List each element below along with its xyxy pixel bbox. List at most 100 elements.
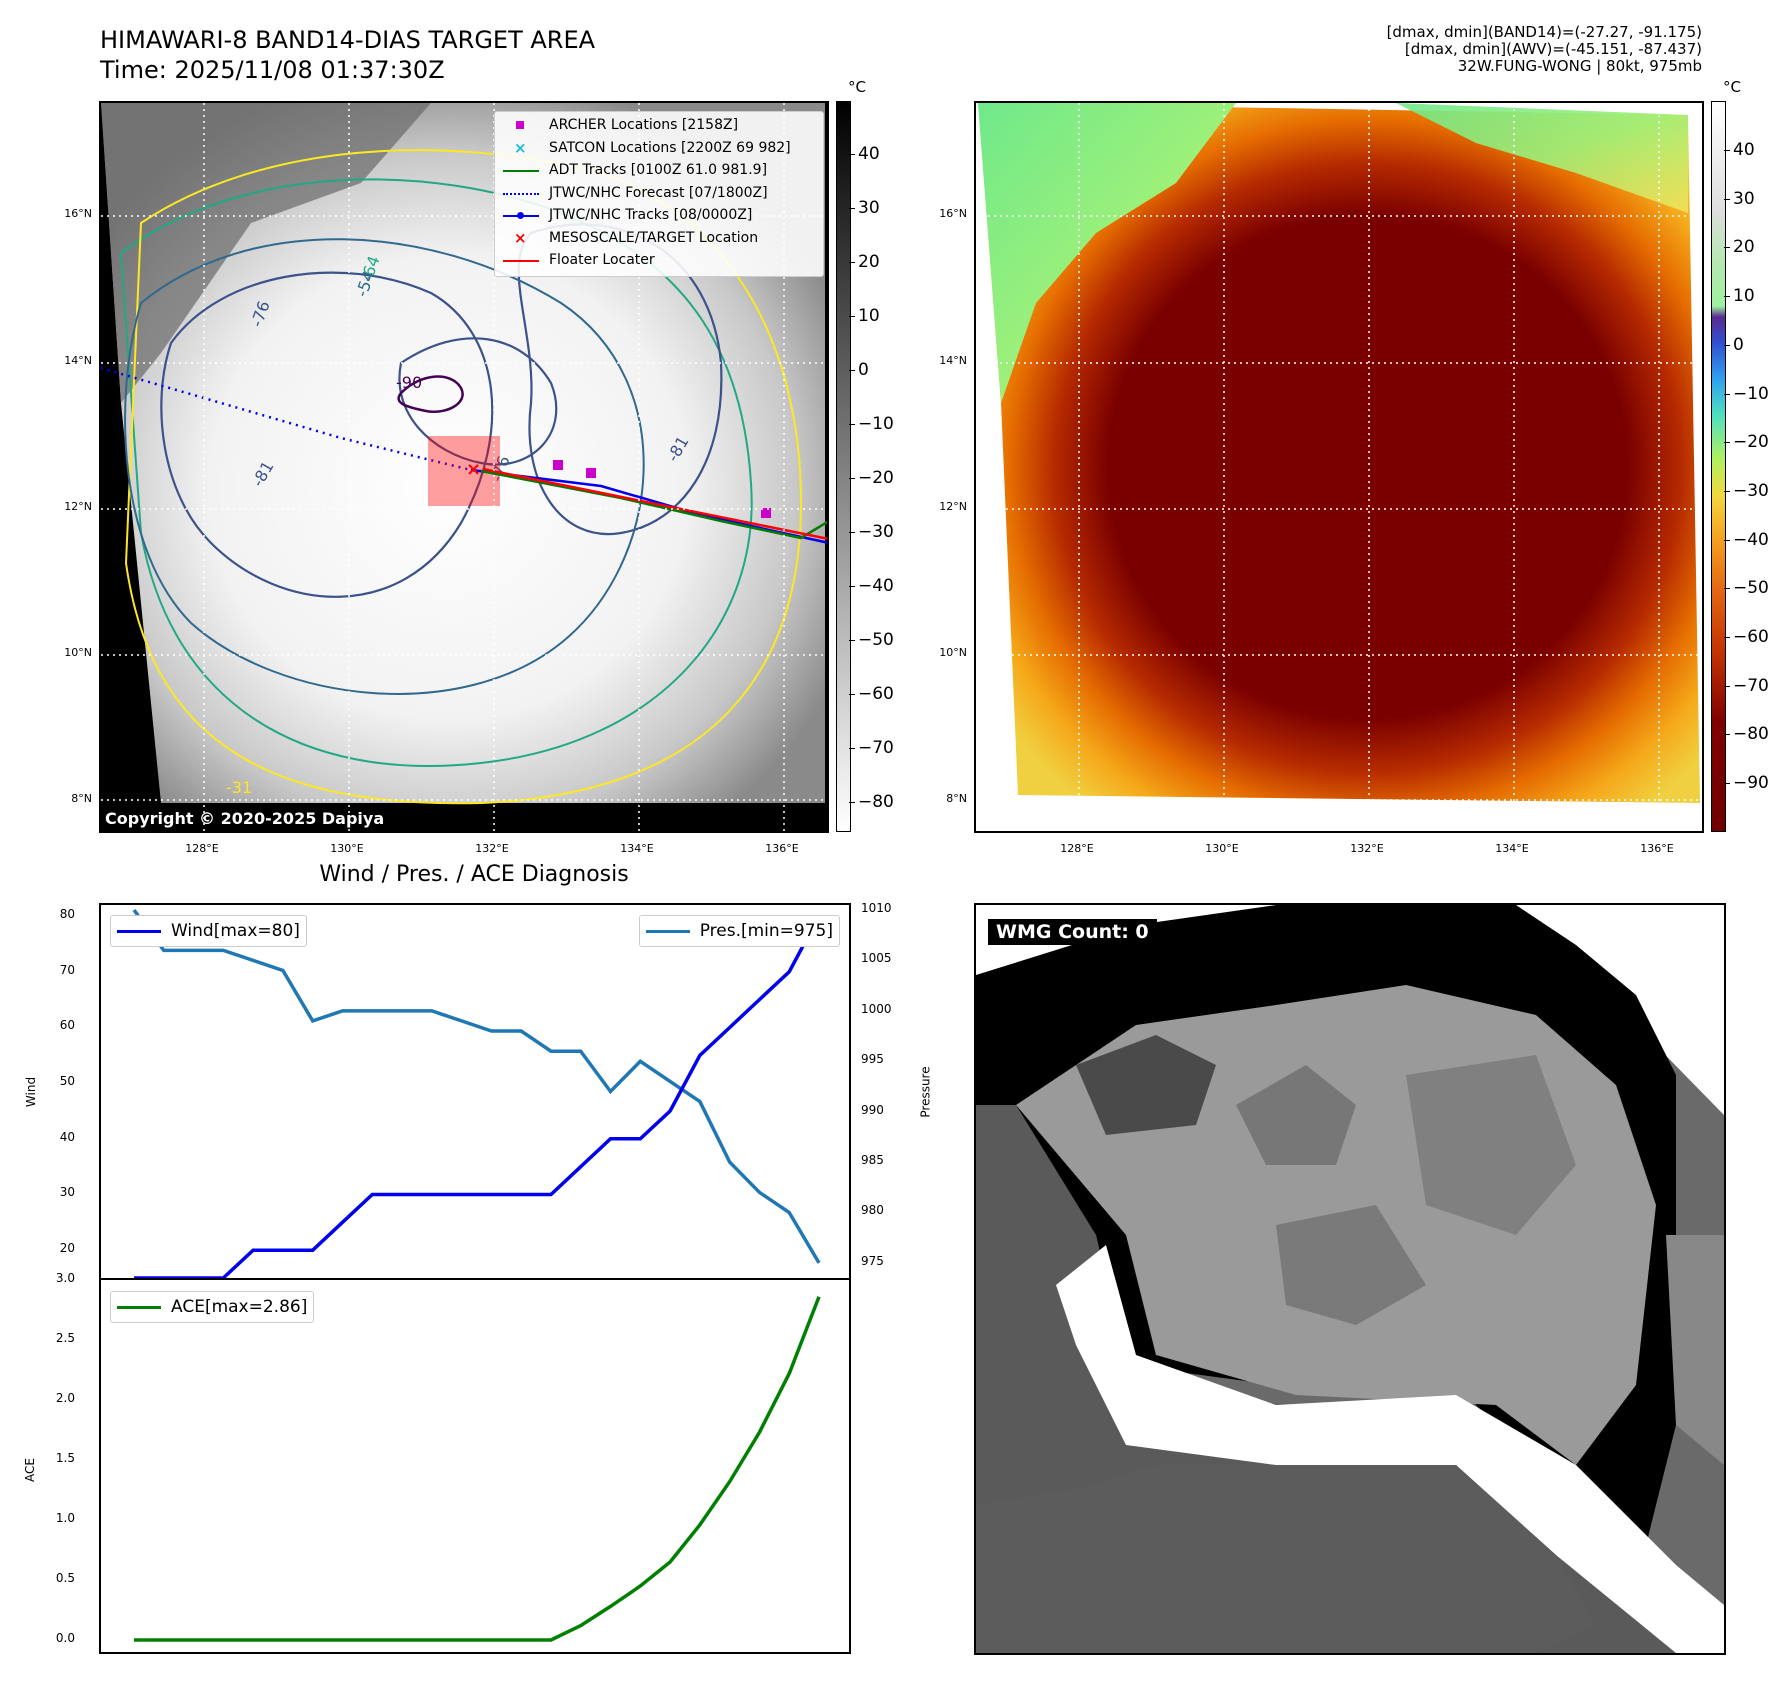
colorbar-tick-label: −60: [1724, 627, 1769, 647]
legend-label: ADT Tracks [0100Z 61.0 981.9]: [549, 162, 768, 178]
dotted-line-icon: [499, 182, 543, 204]
wind-pressure-panel: Wind[max=80] Pres.[min=975]: [99, 903, 851, 1280]
wind-legend: Wind[max=80]: [110, 915, 307, 947]
wind-tick-label: 30: [59, 1185, 75, 1200]
legend-label: SATCON Locations [2200Z 69 982]: [549, 139, 791, 156]
wind-pressure-plot: [132, 908, 821, 1278]
pressure-tick-label: 980: [861, 1203, 884, 1218]
line-icon: [117, 929, 161, 933]
legend-label: JTWC/NHC Tracks [08/0000Z]: [549, 207, 753, 223]
ace-tick-label: 1.0: [55, 1511, 75, 1525]
ace-tick-label: 2.0: [55, 1391, 75, 1405]
ace-tick-label: 3.0: [55, 1271, 75, 1285]
lon-label: 128°E: [185, 842, 219, 855]
lat-label: 10°N: [939, 646, 967, 659]
svg-text:×: ×: [466, 459, 481, 480]
legend-label: Floater Locater: [549, 252, 655, 268]
wmg-imagery: [976, 905, 1724, 1653]
wmg-pixel-map: WMG Count: 0: [974, 903, 1726, 1655]
wind-series-line: [134, 915, 821, 1278]
x-marker-icon: ×: [514, 228, 527, 247]
lat-label: 16°N: [64, 207, 92, 220]
info-line-awv: [dmax, dmin](AWV)=(-45.151, -87.437): [1404, 40, 1702, 58]
info-line-storm: 32W.FUNG-WONG | 80kt, 975mb: [1457, 57, 1702, 75]
legend-item-adt: ADT Tracks [0100Z 61.0 981.9]: [499, 159, 815, 182]
lat-label: 10°N: [64, 646, 92, 659]
lon-label: 134°E: [620, 842, 654, 855]
lon-label: 130°E: [330, 842, 364, 855]
ir-grayscale-map: -90 -76 -81 -81 -64 -31 -54 -76 × ARCHER: [99, 101, 829, 833]
ace-tick-label: 0.5: [55, 1571, 75, 1585]
line-icon: [117, 1305, 161, 1309]
colorbar-tick-label: −10: [849, 414, 894, 434]
legend-item-archer: ARCHER Locations [2158Z]: [499, 114, 815, 137]
ace-series-line: [134, 1296, 821, 1642]
square-marker-icon: [499, 114, 543, 136]
lat-label: 14°N: [64, 354, 92, 367]
wind-axis-label: Wind: [24, 1076, 39, 1108]
legend-item-jtwc-forecast: JTWC/NHC Forecast [07/1800Z]: [499, 182, 815, 205]
wind-tick-label: 20: [59, 1241, 75, 1256]
colorbar-tick-label: −90: [1724, 773, 1769, 794]
colorbar-tick-label: 20: [849, 252, 880, 272]
lon-label: 136°E: [765, 842, 799, 855]
lat-label: 12°N: [939, 500, 967, 513]
colorbar-tick-label: −30: [1724, 480, 1769, 501]
wind-tick-label: 40: [59, 1129, 75, 1144]
line-icon: [499, 159, 543, 181]
line-icon: [645, 929, 690, 933]
pressure-series-line: [132, 908, 821, 1264]
colorbar-tick-label: −60: [849, 684, 894, 704]
lat-label: 12°N: [64, 500, 92, 513]
colorbar-tick-label: −80: [849, 792, 894, 812]
legend-item-satcon: × SATCON Locations [2200Z 69 982]: [499, 137, 815, 160]
pressure-tick-label: 995: [861, 1052, 884, 1067]
colorbar-tick-label: −50: [849, 630, 894, 650]
colorbar-tick-label: −30: [849, 522, 894, 542]
colorbar-tick-label: −20: [849, 468, 894, 488]
colorbar-tick-label: 30: [1724, 188, 1755, 209]
pressure-tick-label: 1005: [861, 951, 892, 966]
line-icon: [499, 249, 543, 271]
colorbar-tick-label: 40: [849, 144, 880, 164]
lon-label: 128°E: [1060, 842, 1094, 855]
colorbar-unit: °C: [1723, 78, 1741, 96]
pressure-tick-label: 990: [861, 1102, 884, 1117]
colorbar-unit: °C: [848, 78, 866, 96]
x-marker-icon: ×: [514, 138, 527, 157]
legend-label: JTWC/NHC Forecast [07/1800Z]: [549, 184, 768, 201]
pressure-tick-label: 975: [861, 1253, 884, 1268]
line-dot-icon: [499, 204, 543, 226]
legend-label: MESOSCALE/TARGET Location: [549, 229, 759, 246]
colorbar-tick-label: 10: [849, 306, 880, 326]
colorbar-tick-label: −70: [849, 738, 894, 758]
contour-label: -90: [396, 373, 422, 392]
pressure-axis-label: Pressure: [918, 1066, 933, 1118]
pressure-legend: Pres.[min=975]: [638, 915, 840, 947]
ace-legend-label: ACE[max=2.86]: [171, 1297, 308, 1317]
colorbar-tick-label: 30: [849, 198, 880, 218]
colorbar-tick-label: 20: [1724, 237, 1755, 258]
colorbar-tick-label: −10: [1724, 383, 1769, 404]
legend-item-mesoscale: × MESOSCALE/TARGET Location: [499, 227, 815, 250]
colorbar-tick-label: −20: [1724, 432, 1769, 453]
wind-tick-label: 60: [59, 1018, 75, 1033]
wind-tick-label: 80: [59, 907, 75, 922]
lat-label: 8°N: [946, 792, 967, 805]
lon-label: 136°E: [1640, 842, 1674, 855]
lat-label: 14°N: [939, 354, 967, 367]
ir-color-map: [974, 101, 1704, 833]
ace-tick-label: 2.5: [55, 1331, 75, 1345]
colorbar-tick-label: −70: [1724, 675, 1769, 696]
ace-legend: ACE[max=2.86]: [110, 1291, 315, 1323]
map-legend: ARCHER Locations [2158Z] × SATCON Locati…: [494, 111, 824, 277]
copyright-text: Copyright © 2020-2025 Dapiya: [105, 809, 385, 828]
diagnosis-title: Wind / Pres. / ACE Diagnosis: [319, 862, 629, 887]
legend-label: ARCHER Locations [2158Z]: [549, 117, 739, 133]
ir-imagery: -90 -76 -81 -81 -64 -31 -54 -76 ×: [101, 103, 827, 831]
lat-label: 16°N: [939, 207, 967, 220]
info-block: [dmax, dmin](BAND14)=(-27.27, -91.175) […: [1102, 24, 1702, 75]
chart-time: Time: 2025/11/08 01:37:30Z: [100, 56, 445, 84]
lon-label: 132°E: [475, 842, 509, 855]
wind-tick-label: 70: [59, 962, 75, 977]
